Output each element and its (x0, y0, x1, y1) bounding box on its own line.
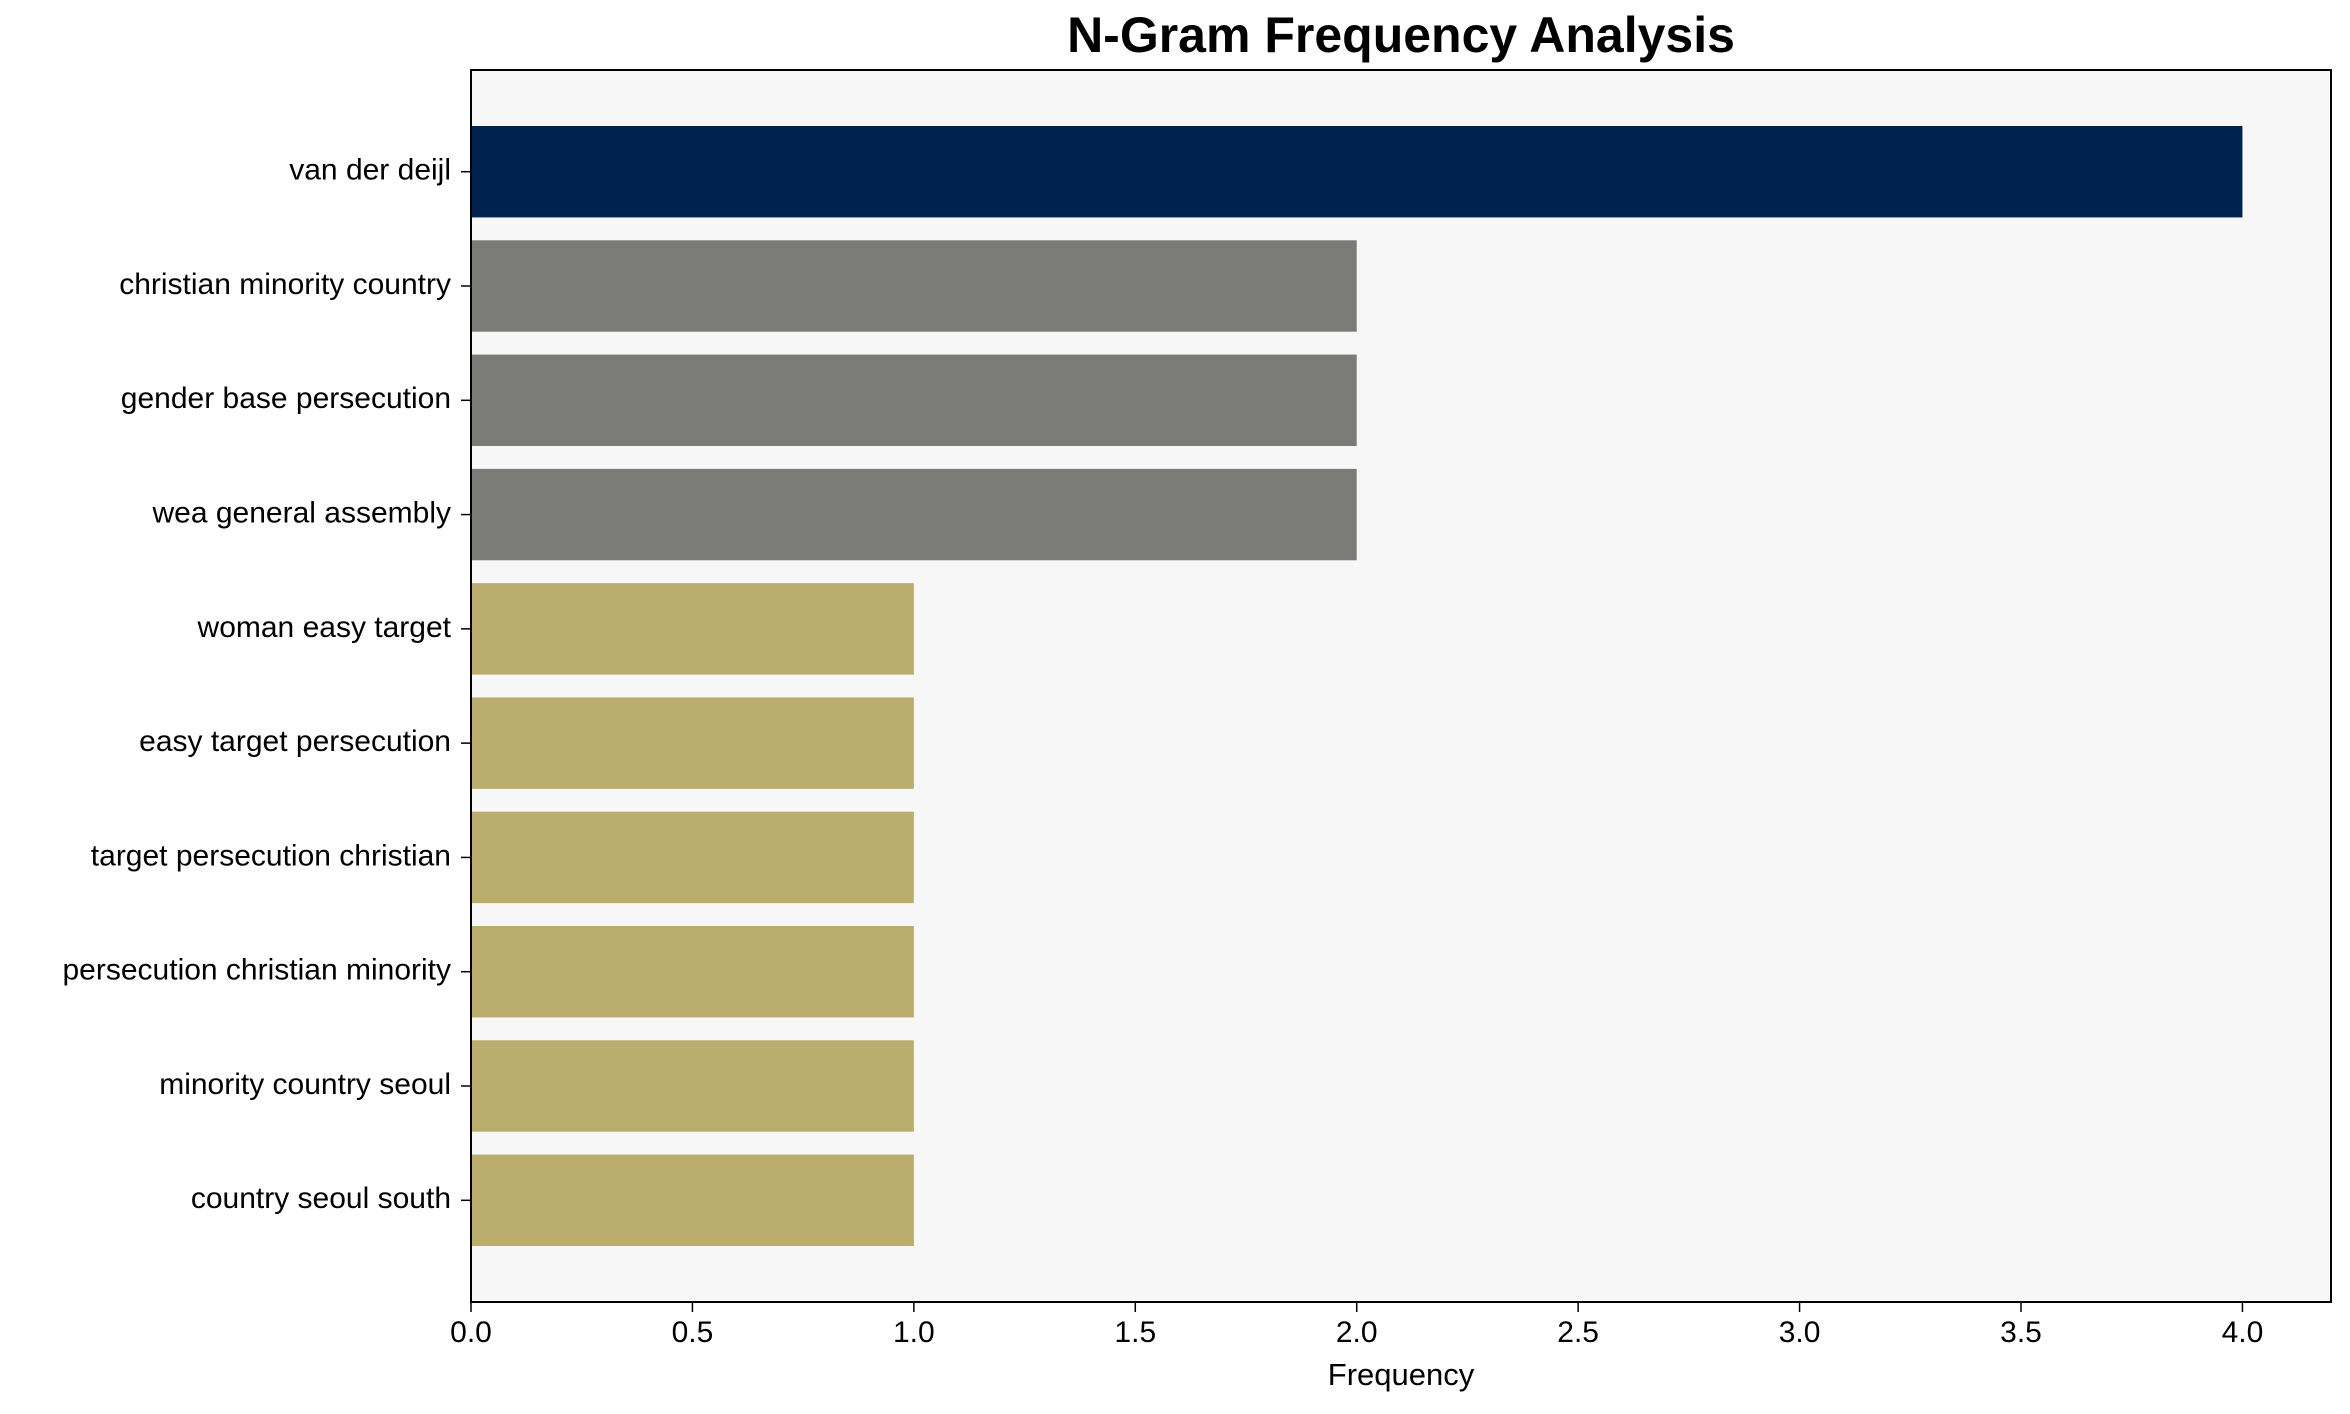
y-tick-label: woman easy target (197, 611, 452, 644)
x-tick-label: 3.0 (1779, 1316, 1821, 1349)
y-tick-label: target persecution christian (91, 839, 451, 872)
bar (471, 583, 914, 675)
bar (471, 926, 914, 1018)
y-tick-label: minority country seoul (159, 1068, 451, 1101)
y-tick-label: easy target persecution (139, 725, 451, 758)
bar (471, 697, 914, 789)
x-tick-label: 4.0 (2222, 1316, 2264, 1349)
chart-title: N-Gram Frequency Analysis (1067, 7, 1735, 63)
y-tick-label: country seoul south (191, 1182, 451, 1215)
x-tick-label: 2.0 (1336, 1316, 1378, 1349)
bar (471, 1040, 914, 1132)
y-tick-label: van der deijl (289, 154, 451, 187)
x-tick-label: 2.5 (1557, 1316, 1599, 1349)
bar (471, 240, 1357, 332)
y-tick-label: gender base persecution (121, 382, 451, 415)
x-tick-label: 0.5 (672, 1316, 714, 1349)
axes-frame (470, 69, 2332, 1303)
x-tick-label: 3.5 (2000, 1316, 2042, 1349)
y-tick-label: wea general assembly (152, 496, 452, 529)
x-tick-label: 0.0 (450, 1316, 492, 1349)
bar (471, 1154, 914, 1246)
y-tick-label: christian minority country (119, 268, 451, 301)
x-tick-label: 1.0 (893, 1316, 935, 1349)
bar (471, 126, 2243, 218)
bar (471, 811, 914, 904)
x-axis-label: Frequency (1328, 1357, 1475, 1392)
x-tick-label: 1.5 (1114, 1316, 1156, 1349)
bar (471, 468, 1357, 561)
bar (471, 354, 1357, 446)
y-tick-label: persecution christian minority (63, 954, 452, 987)
